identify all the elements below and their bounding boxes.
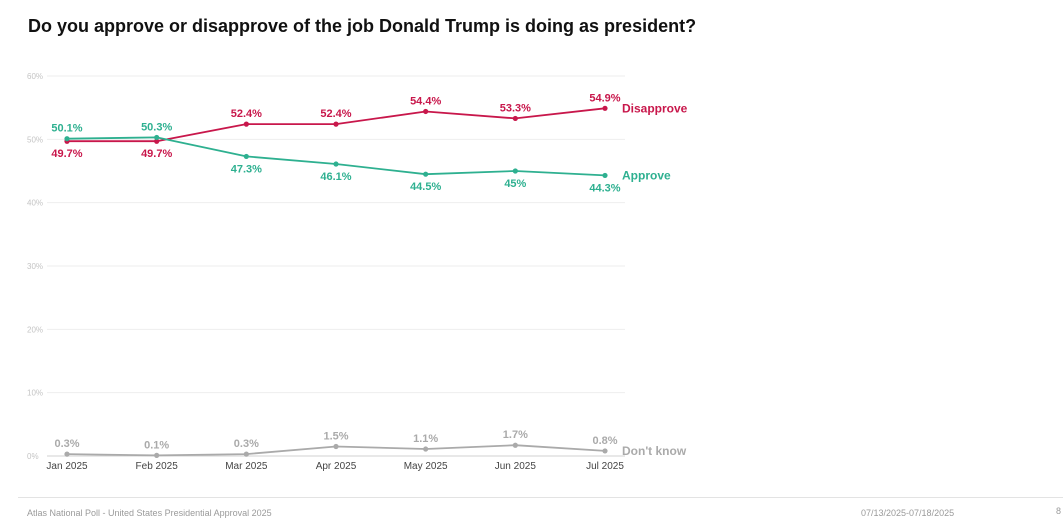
data-point-approve xyxy=(333,161,339,167)
data-label-approve: 50.3% xyxy=(141,121,172,133)
x-tick-label: Apr 2025 xyxy=(316,461,357,472)
y-tick-label: 40% xyxy=(27,199,43,208)
x-tick-label: Jun 2025 xyxy=(495,461,537,472)
y-tick-label: 20% xyxy=(27,325,43,334)
page-number: 8 xyxy=(1056,506,1062,516)
footer-date-range: 07/13/2025-07/18/2025 xyxy=(861,508,955,518)
y-tick-label: 30% xyxy=(27,262,43,271)
series-name-disapprove: Disapprove xyxy=(622,101,688,115)
footer-divider xyxy=(18,497,1063,498)
data-point-don-t-know xyxy=(512,442,518,448)
y-tick-label: 60% xyxy=(27,72,43,81)
chart-title: Do you approve or disapprove of the job … xyxy=(28,16,697,36)
data-label-don-t-know: 0.1% xyxy=(144,439,169,451)
data-point-disapprove xyxy=(423,108,429,115)
y-axis-ticks: 0% 10% 20% 30% 40% 50% 60% xyxy=(27,72,43,461)
data-label-approve: 45% xyxy=(504,178,526,190)
data-label-don-t-know: 0.3% xyxy=(234,438,259,450)
data-point-approve xyxy=(423,171,429,177)
data-point-approve xyxy=(602,172,608,179)
data-point-don-t-know xyxy=(333,443,339,450)
data-point-approve xyxy=(243,153,249,160)
x-tick-label: May 2025 xyxy=(404,461,448,472)
x-tick-label: Feb 2025 xyxy=(136,461,179,472)
data-label-disapprove: 52.4% xyxy=(231,108,262,120)
data-label-approve: 44.5% xyxy=(410,181,441,193)
y-tick-label: 0% xyxy=(27,452,39,461)
data-point-disapprove xyxy=(243,121,249,127)
data-point-disapprove xyxy=(154,138,160,144)
x-axis-ticks: Jan 2025 Feb 2025 Mar 2025 Apr 2025 May 2025… xyxy=(46,461,624,472)
y-tick-label: 10% xyxy=(27,389,43,398)
data-point-don-t-know xyxy=(64,451,70,457)
line-chart: 0% 10% 20% 30% 40% 50% 60% Jan 2025 Feb 2025 Mar… xyxy=(27,72,688,472)
data-point-approve xyxy=(154,134,160,141)
data-label-disapprove: 49.7% xyxy=(141,148,172,160)
x-tick-label: Jan 2025 xyxy=(46,461,88,472)
data-label-disapprove: 53.3% xyxy=(500,102,531,114)
data-point-disapprove xyxy=(512,115,518,122)
data-point-disapprove xyxy=(333,121,339,127)
series-lines xyxy=(64,105,608,458)
data-labels: 49.7% 49.7% 52.4% 52.4% 54.4% 53.3% 54.9%Disap… xyxy=(51,92,687,458)
data-point-don-t-know xyxy=(423,446,429,452)
data-label-disapprove: 54.9% xyxy=(589,92,620,104)
data-label-approve: 47.3% xyxy=(231,163,262,175)
x-tick-label: Mar 2025 xyxy=(225,461,268,472)
data-label-don-t-know: 1.5% xyxy=(323,431,348,443)
data-label-don-t-know: 0.8% xyxy=(592,435,617,447)
data-label-don-t-know: 0.3% xyxy=(54,438,79,450)
series-name-don-t-know: Don't know xyxy=(622,444,687,458)
data-label-don-t-know: 1.7% xyxy=(503,429,528,441)
y-tick-label: 50% xyxy=(27,135,43,144)
data-label-approve: 50.1% xyxy=(51,123,82,135)
data-label-disapprove: 52.4% xyxy=(320,108,351,120)
data-point-disapprove xyxy=(602,105,608,111)
gridlines xyxy=(47,75,625,457)
footer-source: Atlas National Poll - United States Pres… xyxy=(27,508,272,518)
data-point-approve xyxy=(512,168,518,174)
data-label-disapprove: 54.4% xyxy=(410,95,441,107)
data-label-approve: 44.3% xyxy=(589,182,620,194)
data-point-don-t-know xyxy=(602,448,608,454)
data-point-don-t-know xyxy=(243,451,249,457)
data-label-approve: 46.1% xyxy=(320,171,351,183)
data-label-don-t-know: 1.1% xyxy=(413,433,438,445)
series-name-approve: Approve xyxy=(622,168,671,182)
x-tick-label: Jul 2025 xyxy=(586,461,624,472)
data-point-approve xyxy=(64,136,70,142)
data-label-disapprove: 49.7% xyxy=(51,148,82,160)
data-point-don-t-know xyxy=(154,452,160,458)
